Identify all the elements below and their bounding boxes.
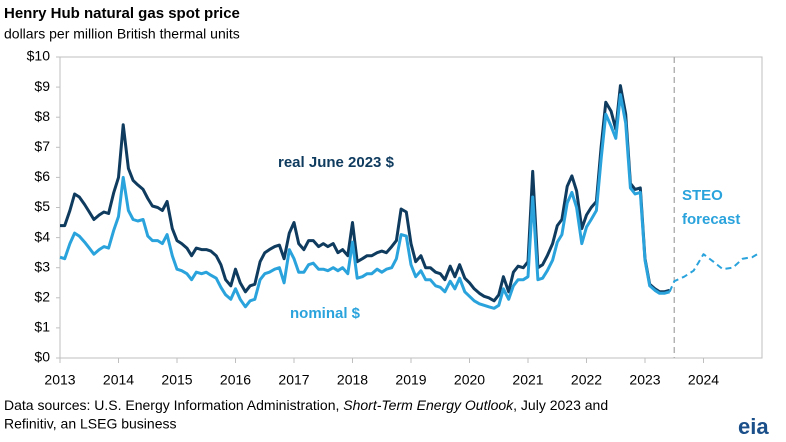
source-text: Data sources: U.S. Energy Information Ad… (4, 397, 343, 413)
x-tick-label: 2023 (629, 372, 660, 388)
chart-subtitle: dollars per million British thermal unit… (4, 26, 240, 42)
x-tick-label: 2016 (220, 372, 251, 388)
y-tick-label: $8 (34, 108, 50, 124)
series-line (668, 253, 758, 293)
y-tick-label: $3 (34, 258, 50, 274)
series-line (60, 84, 671, 303)
x-tick-label: 2015 (161, 372, 192, 388)
series-line (59, 93, 671, 310)
y-tick-label: $6 (34, 168, 50, 184)
x-tick-label: 2014 (103, 372, 134, 388)
source-text: Short-Term Energy Outlook (343, 397, 514, 413)
x-tick-label: 2013 (44, 372, 75, 388)
y-tick-label: $1 (34, 319, 50, 335)
y-tick-label: $9 (34, 78, 50, 94)
forecast-label: STEO forecast (682, 187, 741, 228)
y-tick-label: $5 (34, 198, 50, 214)
logo: eia (738, 414, 769, 439)
chart-title: Henry Hub natural gas spot price (4, 5, 240, 22)
source-text: , July 2023 and (513, 397, 608, 413)
x-tick-label: 2022 (571, 372, 602, 388)
x-tick-label: 2020 (454, 372, 485, 388)
source-note: Refinitiv, an LSEG business (4, 416, 177, 432)
y-tick-label: $4 (34, 228, 50, 244)
x-tick-label: 2021 (512, 372, 543, 388)
series-label: real June 2023 $ (278, 154, 395, 171)
y-tick-label: $2 (34, 289, 50, 305)
x-tick-label: 2017 (278, 372, 309, 388)
x-tick-label: 2019 (395, 372, 426, 388)
source-note: Data sources: U.S. Energy Information Ad… (4, 397, 608, 413)
series-label: nominal $ (290, 305, 361, 322)
y-tick-label: $7 (34, 138, 50, 154)
x-tick-label: 2018 (337, 372, 368, 388)
x-tick-label: 2024 (688, 372, 719, 388)
y-tick-label: $10 (27, 48, 51, 64)
y-tick-label: $0 (34, 349, 50, 365)
